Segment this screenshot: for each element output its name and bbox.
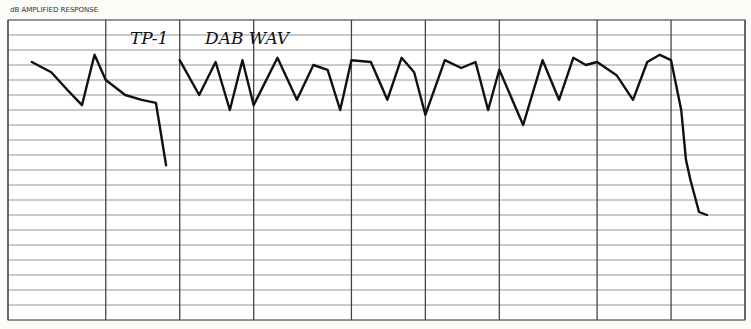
chart-svg: dB AMPLIFIED RESPONSE TP-1 DAB WAV: [0, 0, 751, 329]
grid-line: [8, 215, 745, 216]
grid-line: [499, 20, 500, 320]
grid-line: [8, 80, 745, 81]
y-grid: [8, 20, 745, 320]
annotation: DAB WAV: [204, 28, 291, 48]
grid-line: [8, 290, 745, 291]
grid-line: [8, 125, 745, 126]
grid-line: [8, 170, 745, 171]
grid-line: [596, 20, 597, 320]
grid-line: [179, 20, 180, 320]
grid-line: [7, 20, 8, 320]
grid-line: [8, 110, 745, 111]
grid-line: [744, 20, 745, 320]
grid-line: [8, 155, 745, 156]
grid-line: [8, 185, 745, 186]
grid-line: [8, 50, 745, 51]
grid-line: [8, 200, 745, 201]
grid-line: [8, 275, 745, 276]
subtitle: dB AMPLIFIED RESPONSE: [10, 6, 98, 14]
grid-line: [8, 245, 745, 246]
grid-line: [8, 230, 745, 231]
grid-line: [105, 20, 106, 320]
response-trace: [32, 55, 707, 215]
grid-line: [8, 305, 745, 306]
grid-line: [8, 20, 745, 21]
grid-line: [253, 20, 254, 320]
annotation: TP-1: [130, 28, 168, 48]
grid-line: [8, 320, 745, 321]
grid-line: [8, 140, 745, 141]
grid-line: [425, 20, 426, 320]
grid-line: [8, 35, 745, 36]
x-grid: [8, 20, 745, 320]
grid-line: [8, 65, 745, 66]
plot-frame: [8, 20, 745, 320]
data-group: [32, 55, 707, 215]
chart-container: dB AMPLIFIED RESPONSE TP-1 DAB WAV: [0, 0, 751, 329]
grid-line: [8, 260, 745, 261]
